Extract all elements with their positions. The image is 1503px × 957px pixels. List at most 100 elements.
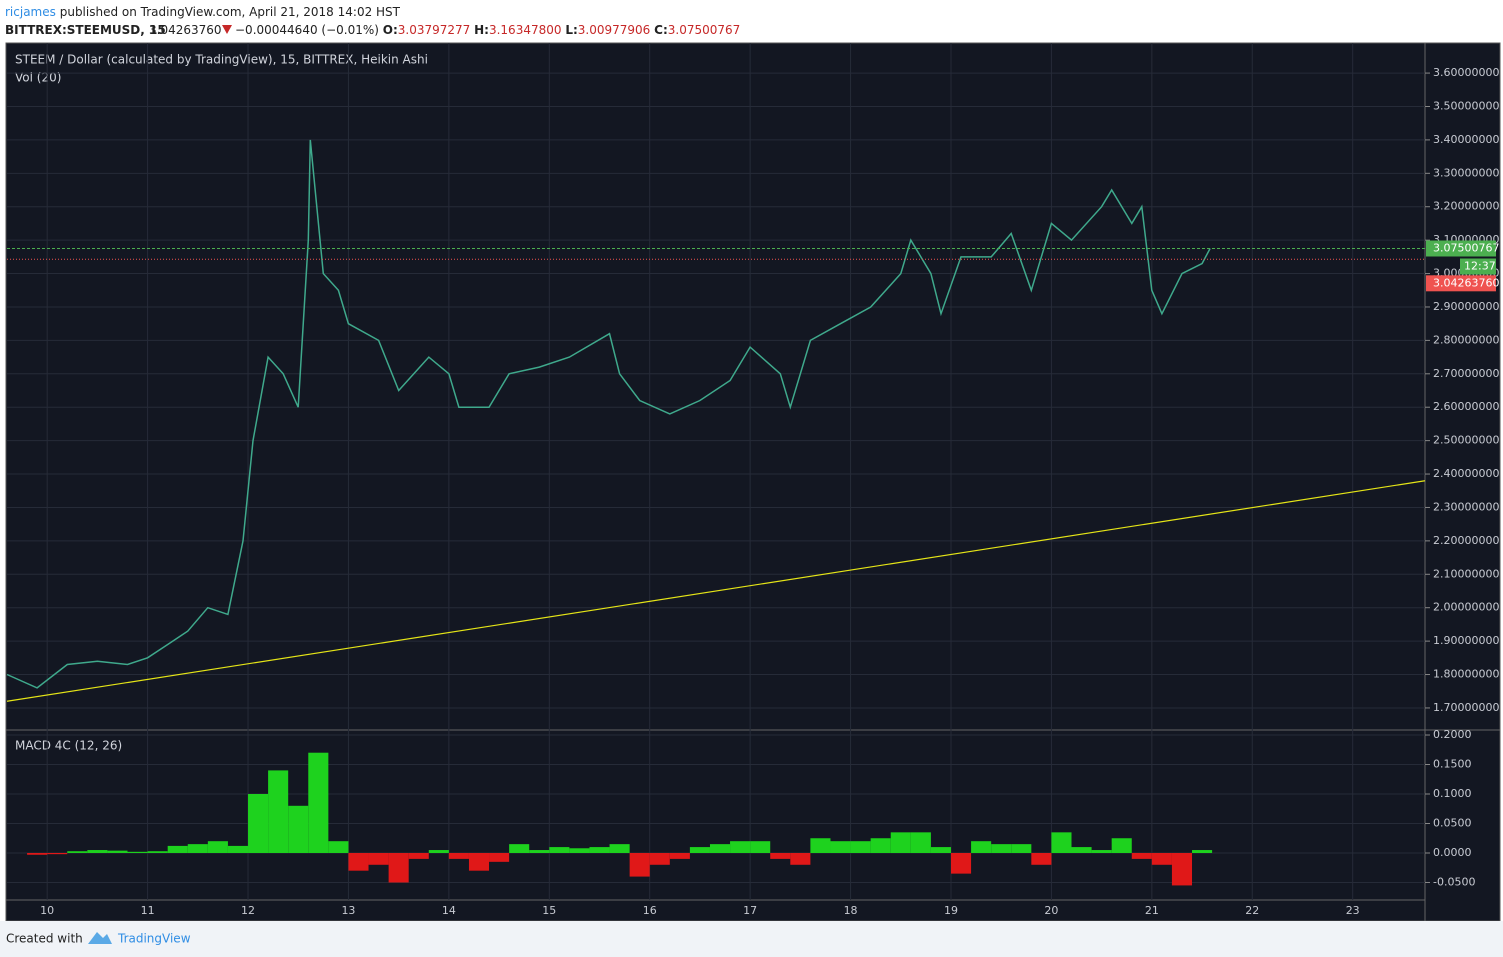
close: 3.07500767: [668, 23, 741, 37]
price-tag: [1426, 240, 1496, 257]
open: 3.03797277: [398, 23, 471, 37]
footer-created: Created with: [6, 932, 83, 946]
x-tick-label: 13: [341, 904, 355, 917]
macd-bar: [388, 852, 409, 883]
macd-bar: [207, 841, 228, 853]
y-tick-label: 1.70000000: [1433, 701, 1499, 714]
macd-bar: [348, 852, 369, 871]
y-tick-label: 2.40000000: [1433, 467, 1499, 480]
low-label: L:: [565, 23, 577, 37]
published: published on TradingView.com, April 21, …: [60, 5, 401, 19]
x-tick-label: 23: [1346, 904, 1360, 917]
header-line-2: BITTREX:STEEMUSD, 15: [5, 23, 166, 37]
y-tick-label: 2.70000000: [1433, 367, 1499, 380]
macd-bar: [910, 832, 931, 853]
y-tick-label: 1.80000000: [1433, 668, 1499, 681]
macd-bar: [47, 852, 68, 855]
close-label: C:: [654, 23, 668, 37]
y-tick-label: 0.1000: [1433, 787, 1472, 800]
macd-bar: [709, 844, 731, 853]
y-tick-label: 0.1500: [1433, 758, 1472, 771]
x-tick-label: 21: [1145, 904, 1159, 917]
macd-bar: [428, 850, 449, 853]
macd-bar: [790, 852, 811, 865]
y-tick-label: 2.10000000: [1433, 567, 1499, 580]
macd-bar: [1151, 852, 1172, 865]
macd-bar: [850, 841, 871, 853]
macd-bar: [1111, 838, 1132, 853]
macd-bar: [308, 752, 329, 853]
x-tick-label: 17: [743, 904, 757, 917]
y-tick-label: 2.20000000: [1433, 534, 1499, 547]
price-tag-label: 3.04263760: [1433, 276, 1499, 289]
y-tick-label: 2.00000000: [1433, 601, 1499, 614]
macd-bar: [87, 850, 108, 853]
y-tick-label: 0.0000: [1433, 846, 1472, 859]
macd-bar: [1091, 850, 1112, 853]
high: 3.16347800: [489, 23, 562, 37]
symbol: BITTREX:STEEMUSD, 15: [5, 23, 166, 37]
macd-bar: [870, 838, 891, 853]
x-tick-label: 14: [442, 904, 456, 917]
footer-brand[interactable]: TradingView: [117, 932, 191, 946]
y-tick-label: 3.40000000: [1433, 133, 1499, 146]
macd-bar: [629, 852, 650, 877]
macd-bar: [810, 838, 831, 853]
y-tick-label: 3.30000000: [1433, 166, 1499, 179]
macd-bar: [991, 844, 1012, 853]
header-bg: [0, 0, 1503, 43]
high-label: H:: [474, 23, 489, 37]
macd-bar: [227, 845, 249, 853]
macd-bar: [27, 852, 48, 855]
x-tick-label: 20: [1044, 904, 1058, 917]
y-tick-label: 2.30000000: [1433, 500, 1499, 513]
y-tick-label: 3.60000000: [1433, 66, 1499, 79]
low: 3.00977906: [578, 23, 651, 37]
macd-bar: [589, 847, 610, 853]
macd-bar: [248, 794, 269, 853]
tv-logo: [88, 932, 112, 944]
macd-bar: [669, 852, 690, 859]
macd-bar: [830, 841, 851, 853]
macd-bar: [468, 852, 490, 871]
down-arrow: [222, 25, 232, 34]
macd-bar: [1131, 852, 1152, 859]
macd-bar: [408, 852, 429, 859]
x-tick-label: 16: [643, 904, 657, 917]
price-line: [6, 139, 1211, 689]
macd-bar: [107, 850, 128, 853]
author[interactable]: ricjames: [5, 5, 56, 19]
macd-bar: [770, 852, 791, 859]
price-title: STEEM / Dollar (calculated by TradingVie…: [15, 53, 428, 67]
trend-line: [6, 480, 1426, 702]
macd-bar: [187, 844, 208, 853]
header-ohlc: −0.00044640 (−0.01%) O:3.03797277 H:3.16…: [235, 23, 740, 37]
macd-bar: [890, 832, 911, 853]
macd-bar: [950, 852, 972, 874]
x-tick-label: 19: [944, 904, 958, 917]
x-tick-label: 18: [844, 904, 858, 917]
macd-bar: [930, 847, 951, 853]
y-tick-label: 3.50000000: [1433, 99, 1499, 112]
macd-bar: [167, 845, 188, 853]
macd-bar: [288, 805, 309, 853]
countdown-label: 12:37: [1464, 259, 1496, 272]
y-tick-label: -0.0500: [1433, 875, 1475, 888]
header-line-1: ricjames published on TradingView.com, A…: [5, 5, 401, 19]
open-label: O:: [383, 23, 398, 37]
macd-bar: [509, 844, 530, 853]
macd-bar: [529, 850, 550, 853]
macd-bar: [147, 851, 168, 853]
price-tag-label: 3.07500767: [1433, 241, 1499, 254]
x-tick-label: 10: [40, 904, 54, 917]
macd-bar: [127, 851, 148, 853]
macd-bar: [549, 847, 570, 853]
footer-bg: [0, 921, 1503, 957]
y-tick-label: 3.20000000: [1433, 200, 1499, 213]
macd-bar: [1051, 832, 1072, 853]
macd-bar: [730, 841, 751, 853]
x-tick-label: 22: [1245, 904, 1259, 917]
header-values: 3.04263760: [149, 23, 222, 37]
